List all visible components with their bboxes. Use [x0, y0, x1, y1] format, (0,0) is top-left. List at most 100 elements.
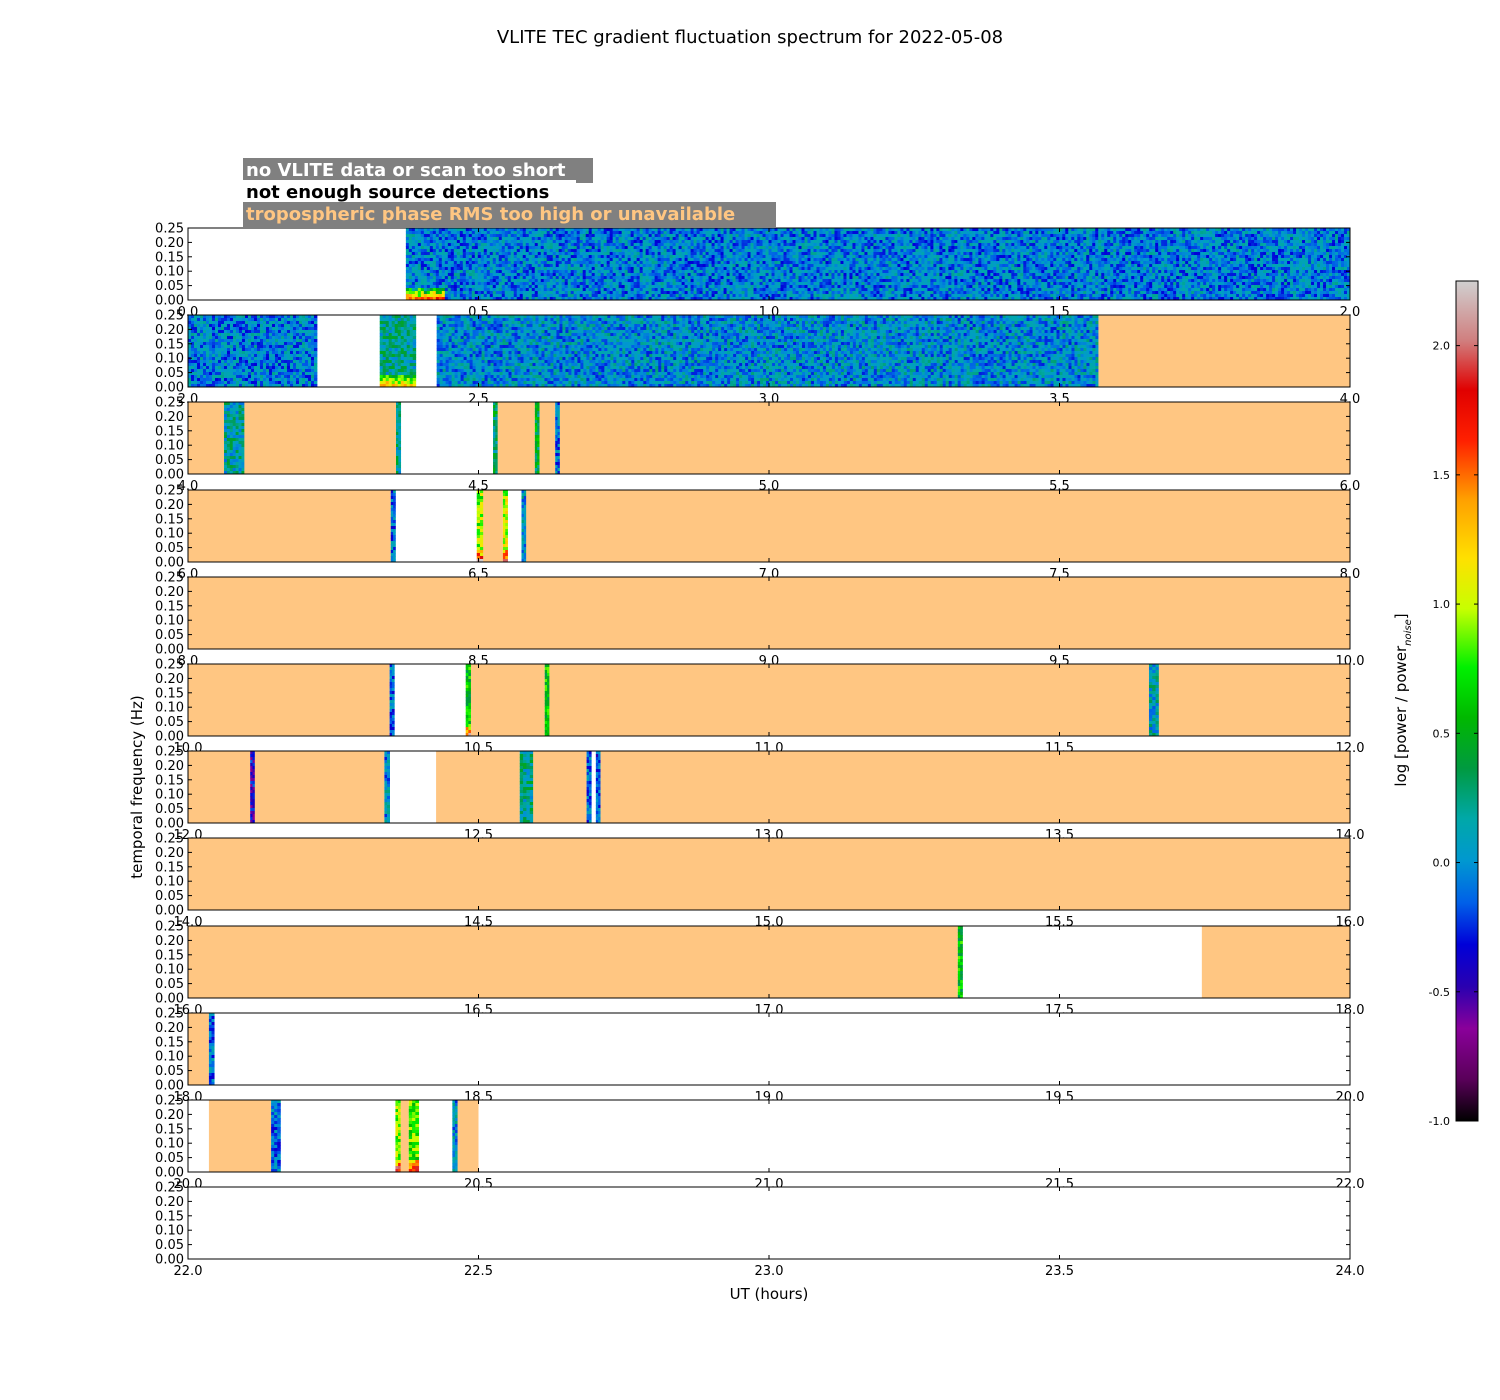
spectrum-cell: [549, 285, 554, 289]
spectrum-cell: [546, 255, 551, 259]
spectrum-cell: [579, 261, 584, 265]
spectrum-cell: [684, 252, 689, 256]
spectrum-cell: [972, 249, 976, 253]
spectrum-cell: [627, 252, 632, 256]
spectrum-cell: [612, 246, 617, 250]
spectrum-cell: [444, 273, 449, 277]
spectrum-cell: [567, 273, 572, 277]
spectrum-cell: [495, 234, 500, 238]
spectrum-cell: [936, 252, 940, 256]
spectrum-cell: [1014, 273, 1018, 277]
spectrum-cell: [585, 285, 590, 289]
spectrum-cell: [759, 294, 763, 298]
spectrum-cell: [693, 267, 698, 271]
spectrum-cell: [630, 297, 635, 301]
spectrum-cell: [1020, 285, 1024, 289]
spectrum-cell: [768, 267, 772, 271]
spectrum-cell: [798, 258, 802, 262]
spectrum-cell: [867, 249, 871, 253]
spectrum-cell: [801, 240, 805, 244]
spectrum-cell: [894, 252, 898, 256]
spectrum-cell: [861, 243, 865, 247]
spectrum-cell: [738, 279, 742, 283]
spectrum-cell: [660, 249, 665, 253]
spectrum-cell: [468, 297, 473, 301]
spectrum-cell: [471, 267, 476, 271]
spectrum-cell: [885, 279, 889, 283]
spectrum-cell: [480, 267, 485, 271]
spectrum-cell: [477, 228, 482, 232]
spectrum-cell: [432, 252, 437, 256]
spectrum-cell: [408, 234, 413, 238]
spectrum-cell: [651, 234, 656, 238]
spectrum-cell: [849, 288, 853, 292]
spectrum-cell: [474, 255, 479, 259]
spectrum-cell: [789, 279, 793, 283]
spectrum-cell: [999, 246, 1003, 250]
spectrum-cell: [936, 288, 940, 292]
spectrum-cell: [831, 237, 835, 241]
spectrum-cell: [1011, 240, 1015, 244]
spectrum-cell: [510, 291, 515, 295]
spectrum-cell: [438, 297, 443, 301]
spectrum-cell: [948, 264, 952, 268]
spectrum-cell: [417, 279, 422, 283]
spectrum-cell: [930, 285, 934, 289]
spectrum-cell: [708, 294, 712, 298]
spectrum-cell: [600, 291, 605, 295]
spectrum-cell: [843, 279, 847, 283]
spectrum-cell: [1017, 231, 1021, 235]
spectrum-cell: [810, 246, 814, 250]
spectrum-cell: [960, 270, 964, 274]
spectrum-cell: [756, 285, 760, 289]
spectrum-cell: [555, 228, 560, 232]
spectrum-cell: [942, 252, 946, 256]
spectrum-cell: [549, 243, 554, 247]
spectrum-cell: [846, 270, 850, 274]
spectrum-cell: [504, 285, 509, 289]
spectrum-cell: [711, 297, 715, 301]
spectrum-cell: [858, 282, 862, 286]
spectrum-cell: [777, 282, 781, 286]
spectrum-cell: [612, 288, 617, 292]
spectrum-cell: [426, 240, 431, 244]
spectrum-cell: [732, 273, 736, 277]
spectrum-cell: [897, 228, 901, 232]
spectrum-cell: [624, 228, 629, 232]
spectrum-cell: [609, 285, 614, 289]
spectrum-cell: [864, 264, 868, 268]
spectrum-cell: [543, 246, 548, 250]
spectrum-cell: [588, 237, 593, 241]
spectrum-cell: [882, 255, 886, 259]
spectrum-cell: [747, 270, 751, 274]
spectrum-cell: [765, 237, 769, 241]
spectrum-cell: [918, 294, 922, 298]
spectrum-cell: [408, 261, 413, 265]
spectrum-cell: [423, 294, 428, 298]
spectrum-cell: [714, 276, 718, 280]
spectrum-cell: [510, 255, 515, 259]
spectrum-cell: [681, 246, 686, 250]
spectrum-cell: [750, 246, 754, 250]
spectrum-cell: [861, 279, 865, 283]
spectrum-cell: [759, 228, 763, 232]
spectrum-cell: [774, 273, 778, 277]
spectrum-cell: [873, 297, 877, 301]
spectrum-cell: [855, 243, 859, 247]
spectrum-cell: [483, 240, 488, 244]
spectrum-cell: [975, 243, 979, 247]
spectrum-cell: [918, 258, 922, 262]
spectrum-cell: [585, 270, 590, 274]
spectrum-cell: [636, 246, 641, 250]
spectrum-cell: [873, 249, 877, 253]
spectrum-cell: [987, 237, 991, 241]
spectrum-cell: [1011, 282, 1015, 286]
spectrum-cell: [513, 294, 518, 298]
spectrum-cell: [594, 270, 599, 274]
spectrum-cell: [609, 240, 614, 244]
spectrum-cell: [444, 294, 449, 298]
spectrum-cell: [432, 255, 437, 259]
spectrum-cell: [1020, 231, 1024, 235]
spectrum-cell: [849, 228, 853, 232]
spectrum-cell: [921, 279, 925, 283]
